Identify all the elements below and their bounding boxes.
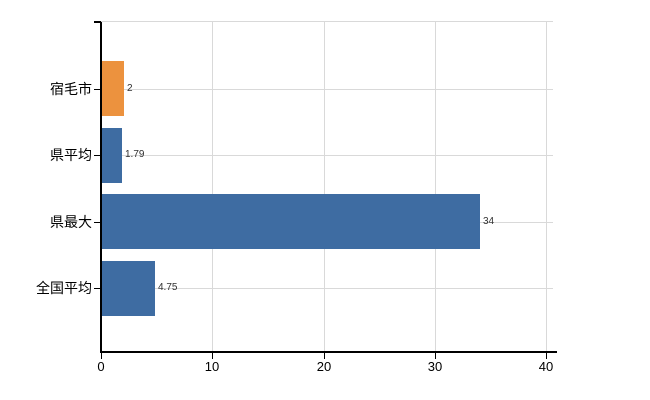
x-axis-tick: [546, 353, 547, 359]
x-axis-tick: [435, 353, 436, 359]
v-gridline: [324, 22, 325, 352]
category-label-0: 宿毛市: [50, 81, 92, 97]
bar-value-label: 1.79: [125, 149, 145, 160]
x-axis-line: [100, 351, 557, 353]
y-axis-end-tick: [94, 21, 101, 23]
h-gridline: [101, 288, 553, 289]
category-label-1: 県平均: [50, 147, 92, 163]
category-tick: [94, 288, 101, 289]
category-label-2: 県最大: [50, 214, 92, 230]
chart-bar: [102, 194, 480, 249]
x-tick-label: 0: [97, 359, 105, 374]
x-axis-tick: [101, 353, 102, 359]
x-tick-label: 20: [316, 359, 332, 374]
category-tick: [94, 89, 101, 90]
bar-value-label: 4.75: [158, 282, 178, 293]
x-axis-tick: [212, 353, 213, 359]
chart-bar: [102, 61, 124, 116]
y-axis-line: [100, 22, 102, 352]
x-tick-label: 10: [204, 359, 220, 374]
plot-top-border: [101, 21, 553, 22]
category-tick: [94, 155, 101, 156]
chart-bar: [102, 261, 155, 316]
x-tick-label: 30: [427, 359, 443, 374]
h-gridline: [101, 89, 553, 90]
h-gridline: [101, 155, 553, 156]
v-gridline: [546, 22, 547, 352]
bar-value-label: 34: [483, 216, 495, 227]
v-gridline: [435, 22, 436, 352]
category-label-3: 全国平均: [36, 280, 92, 296]
category-tick: [94, 222, 101, 223]
x-axis-tick: [324, 353, 325, 359]
chart-bar: [102, 128, 122, 183]
bar-value-label: 2: [127, 83, 133, 94]
v-gridline: [212, 22, 213, 352]
x-tick-label: 40: [538, 359, 554, 374]
